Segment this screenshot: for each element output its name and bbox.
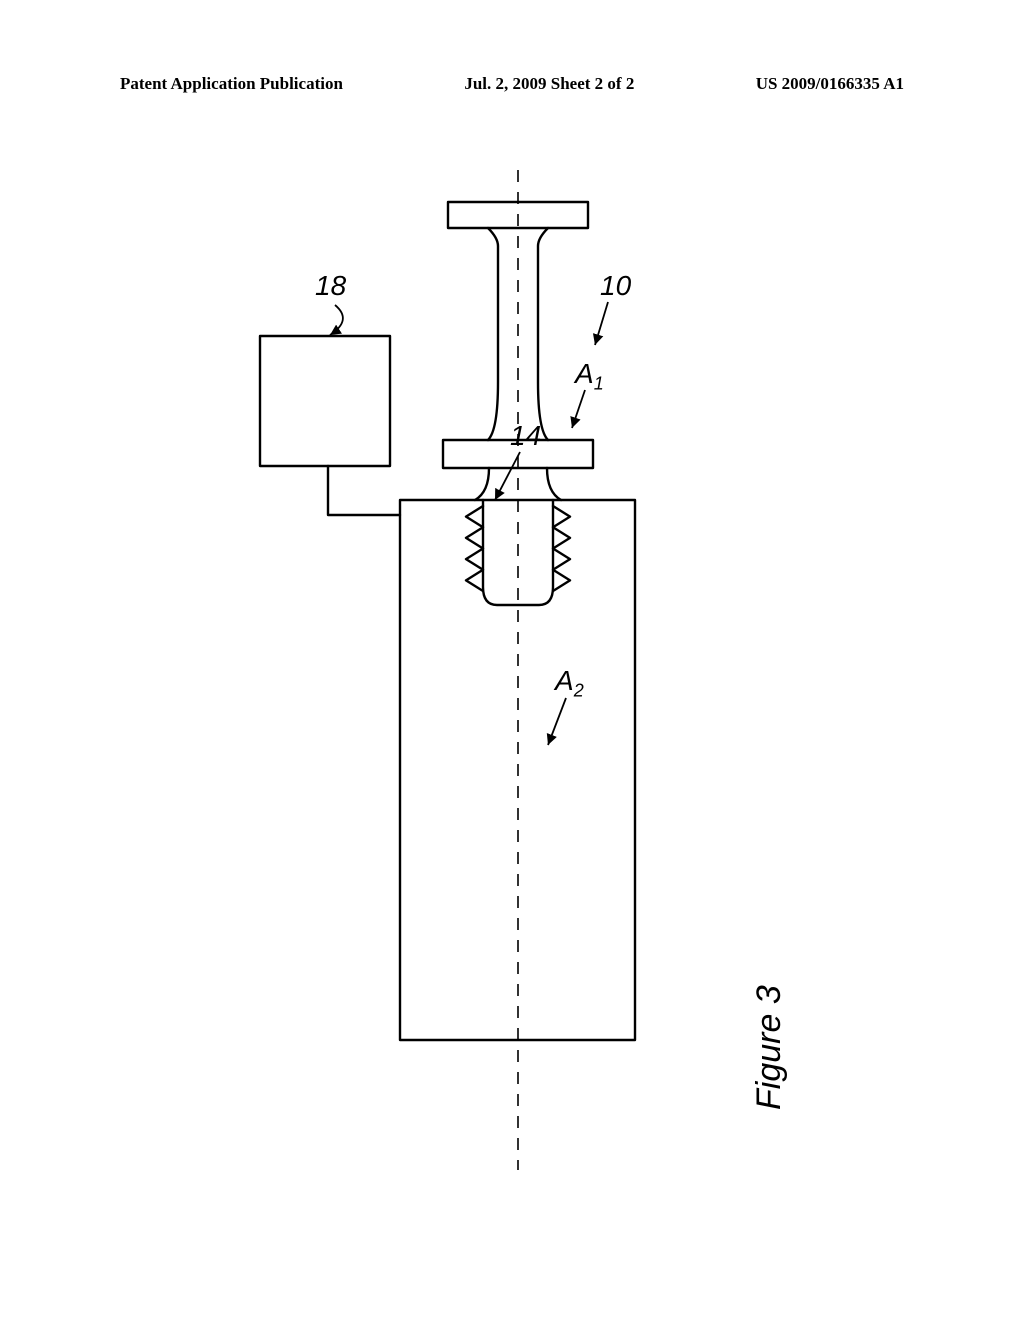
figure-caption: Figure 3 bbox=[750, 985, 789, 1110]
figure-3: Figure 3 18 14 10 A2 A1 bbox=[130, 140, 890, 1230]
page-header: Patent Application Publication Jul. 2, 2… bbox=[0, 74, 1024, 94]
ref-label-A1: A1 bbox=[575, 358, 604, 395]
ref-label-A2: A2 bbox=[555, 665, 584, 702]
ref-label-14: 14 bbox=[510, 420, 541, 452]
ref-label-18: 18 bbox=[315, 270, 346, 302]
header-center: Jul. 2, 2009 Sheet 2 of 2 bbox=[464, 74, 634, 94]
header-right: US 2009/0166335 A1 bbox=[756, 74, 904, 94]
header-left: Patent Application Publication bbox=[120, 74, 343, 94]
ref-label-10: 10 bbox=[600, 270, 631, 302]
